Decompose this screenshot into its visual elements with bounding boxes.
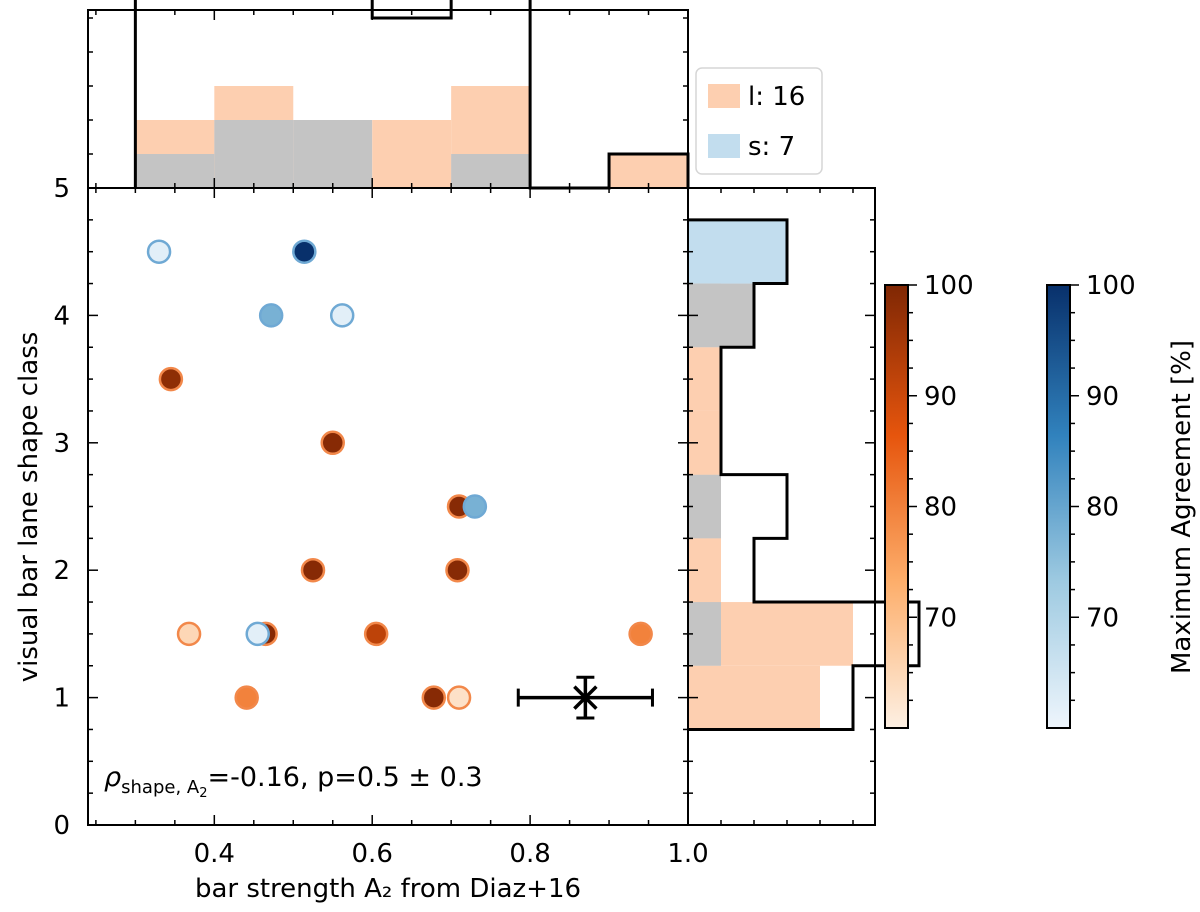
scatter-point-s xyxy=(329,303,355,328)
scatter-point-l xyxy=(320,430,345,456)
x-tick-label: 1.0 xyxy=(667,839,708,869)
top-hist-outline xyxy=(133,0,690,190)
scatter-point-s xyxy=(146,239,172,264)
y-tick-label: 2 xyxy=(53,556,70,586)
right-hist-bar-l xyxy=(688,347,721,411)
rho-value: =-0.16, p=0.5 ± 0.3 xyxy=(208,762,483,793)
y-tick-label: 4 xyxy=(53,301,70,331)
scatter-point-l xyxy=(445,557,470,583)
colorbar-tick-label: 100 xyxy=(1086,271,1136,301)
right-hist-bar-s xyxy=(688,283,754,348)
x-tick-label: 0.8 xyxy=(509,839,550,869)
scatter-point-l xyxy=(363,621,389,647)
legend-swatch-l xyxy=(708,84,740,108)
correlation-annotation: ρshape, A2=-0.16, p=0.5 ± 0.3 xyxy=(104,762,483,801)
colorbar-tick-label: 90 xyxy=(924,382,957,412)
y-tick-label: 0 xyxy=(53,811,70,841)
top-histogram xyxy=(87,0,690,190)
scatter-point-l xyxy=(300,557,326,583)
x-tick-label: 0.6 xyxy=(352,839,393,869)
colorbar-tick-label: 80 xyxy=(924,493,957,523)
y-tick-label: 1 xyxy=(53,684,70,714)
y-axis-label: visual bar lane shape class xyxy=(14,332,44,683)
colorbar-tick-label: 90 xyxy=(1086,382,1119,412)
y-tick-label: 3 xyxy=(53,429,70,459)
scatter-point-l xyxy=(234,685,259,710)
right-hist-bar-s xyxy=(688,219,787,284)
right-hist-bar-l xyxy=(688,665,820,730)
legend-label-l: l: 16 xyxy=(748,82,805,112)
scatter-point-s xyxy=(292,239,317,264)
rho-subscript: shape, A xyxy=(121,777,200,798)
scatter-point-l xyxy=(446,685,472,710)
scatter-point-s xyxy=(245,621,270,647)
rho-subscript-index: 2 xyxy=(199,786,207,801)
y-tick-label: 5 xyxy=(53,174,70,204)
colorbar-blue: 70 80 90 100 xyxy=(1046,271,1136,729)
top-hist-bar-l xyxy=(372,120,452,188)
x-tick-label: 0.4 xyxy=(194,839,235,869)
top-hist-bar-overlap xyxy=(451,154,531,188)
right-histogram xyxy=(687,187,921,826)
colorbar-tick-label: 80 xyxy=(1086,493,1119,523)
top-hist-bar-overlap xyxy=(135,154,215,188)
right-hist-bar-s xyxy=(688,602,721,666)
scatter-point-l xyxy=(158,366,184,392)
top-hist-bar-l xyxy=(609,154,688,188)
colorbar-tick-label: 70 xyxy=(924,603,957,633)
x-axis-label: bar strength A₂ from Diaz+16 xyxy=(195,874,581,904)
colorbar-tick-label: 100 xyxy=(924,271,974,301)
colorbar-label: Maximum Agreement [%] xyxy=(1167,340,1197,674)
legend-swatch-s xyxy=(708,134,740,158)
error-marker xyxy=(516,675,654,720)
scatter-point-l xyxy=(628,621,653,647)
legend-label-s: s: 7 xyxy=(748,132,795,162)
colorbar-orange: 70 80 90 100 xyxy=(884,271,974,729)
colorbar-tick-label: 70 xyxy=(1086,603,1119,633)
scatter-point-l xyxy=(176,621,202,647)
top-hist-bar-overlap xyxy=(214,120,294,188)
right-hist-bar-s xyxy=(688,474,721,539)
rho-symbol: ρ xyxy=(104,762,121,793)
scatter-point-s xyxy=(258,303,284,328)
top-hist-bar-overlap xyxy=(293,120,373,188)
scatter-point-s xyxy=(462,494,488,519)
legend: l: 16 s: 7 xyxy=(695,67,823,175)
scatter-point-l xyxy=(421,685,447,710)
